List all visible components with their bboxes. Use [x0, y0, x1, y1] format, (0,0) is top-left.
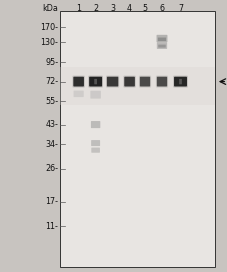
FancyBboxPatch shape — [89, 77, 102, 86]
Text: 1: 1 — [76, 4, 81, 13]
FancyBboxPatch shape — [158, 45, 165, 48]
Text: 2: 2 — [93, 4, 98, 13]
Text: 5: 5 — [142, 4, 147, 13]
FancyBboxPatch shape — [123, 76, 135, 88]
FancyBboxPatch shape — [94, 79, 96, 84]
FancyBboxPatch shape — [138, 76, 151, 88]
FancyBboxPatch shape — [73, 91, 83, 97]
FancyBboxPatch shape — [155, 76, 167, 88]
Bar — [60, 11, 214, 267]
Text: 34-: 34- — [45, 140, 58, 149]
FancyBboxPatch shape — [106, 76, 119, 88]
FancyBboxPatch shape — [124, 77, 134, 86]
FancyBboxPatch shape — [91, 121, 100, 128]
FancyBboxPatch shape — [172, 76, 187, 88]
Text: 6: 6 — [159, 4, 164, 13]
Text: 17-: 17- — [45, 197, 58, 206]
FancyBboxPatch shape — [88, 76, 103, 88]
Bar — [60, 67, 214, 105]
Text: 170-: 170- — [40, 23, 58, 32]
FancyBboxPatch shape — [156, 42, 166, 49]
FancyBboxPatch shape — [178, 79, 181, 84]
FancyBboxPatch shape — [156, 35, 167, 42]
FancyBboxPatch shape — [72, 76, 84, 88]
Text: 7: 7 — [177, 4, 182, 13]
Text: 55-: 55- — [45, 97, 58, 106]
FancyBboxPatch shape — [139, 77, 150, 86]
FancyBboxPatch shape — [91, 140, 100, 146]
FancyBboxPatch shape — [73, 77, 84, 86]
FancyBboxPatch shape — [157, 38, 165, 41]
Text: 11-: 11- — [45, 222, 58, 231]
FancyBboxPatch shape — [173, 77, 186, 86]
Text: 72-: 72- — [45, 77, 58, 86]
FancyBboxPatch shape — [106, 77, 118, 86]
Text: 3: 3 — [110, 4, 115, 13]
Text: 43-: 43- — [45, 120, 58, 129]
FancyBboxPatch shape — [90, 91, 100, 98]
Text: 95-: 95- — [45, 57, 58, 67]
Text: 4: 4 — [126, 4, 131, 13]
FancyBboxPatch shape — [156, 77, 166, 86]
Text: 26-: 26- — [45, 164, 58, 173]
FancyBboxPatch shape — [91, 147, 99, 153]
Text: 130-: 130- — [40, 38, 58, 47]
Text: kDa: kDa — [42, 4, 58, 13]
